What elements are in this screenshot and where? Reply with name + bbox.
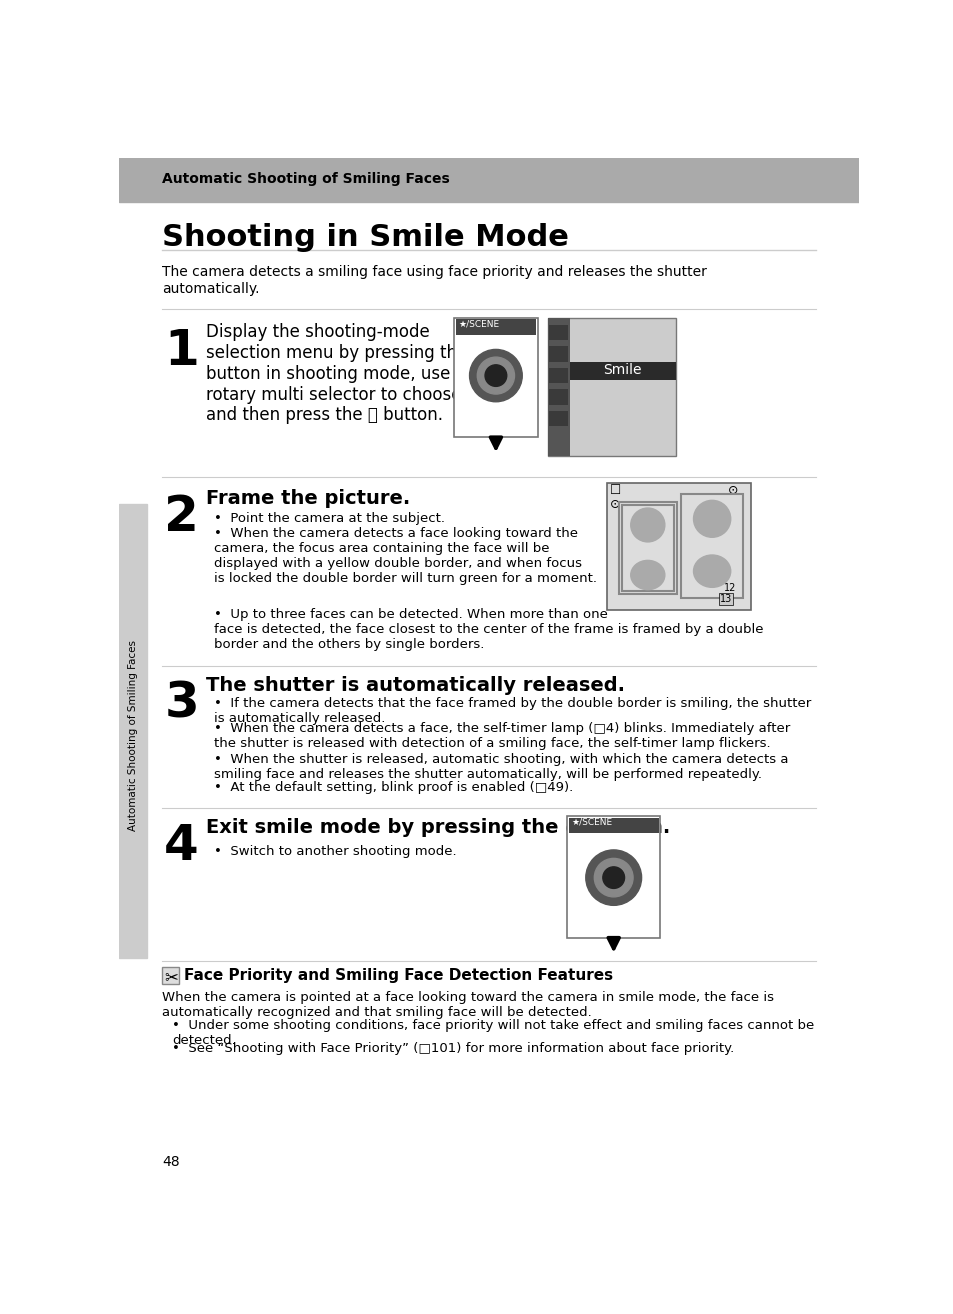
Text: 12: 12 bbox=[723, 582, 736, 593]
Circle shape bbox=[693, 501, 730, 537]
Text: ★/SCENE: ★/SCENE bbox=[571, 817, 612, 827]
Circle shape bbox=[476, 357, 514, 394]
Text: 4: 4 bbox=[164, 823, 199, 870]
Text: Smile: Smile bbox=[602, 363, 641, 377]
Bar bbox=[454, 318, 537, 438]
Text: •  At the default setting, blink proof is enabled (□49).: • At the default setting, blink proof is… bbox=[213, 782, 573, 795]
Bar bbox=[547, 318, 569, 456]
Bar bbox=[618, 502, 677, 594]
Text: •  Point the camera at the subject.: • Point the camera at the subject. bbox=[213, 512, 444, 524]
Bar bbox=[456, 319, 536, 335]
Text: •  Under some shooting conditions, face priority will not take effect and smilin: • Under some shooting conditions, face p… bbox=[172, 1018, 813, 1046]
Text: 3: 3 bbox=[164, 679, 199, 728]
Bar bbox=[680, 494, 742, 598]
Text: Display the shooting-mode
selection menu by pressing the ●
button in shooting mo: Display the shooting-mode selection menu… bbox=[206, 323, 487, 424]
Text: Shooting in Smile Mode: Shooting in Smile Mode bbox=[162, 223, 568, 252]
Bar bbox=[162, 967, 179, 984]
Text: Automatic Shooting of Smiling Faces: Automatic Shooting of Smiling Faces bbox=[162, 172, 449, 187]
Text: When the camera is pointed at a face looking toward the camera in smile mode, th: When the camera is pointed at a face loo… bbox=[162, 991, 773, 1018]
Text: Frame the picture.: Frame the picture. bbox=[206, 489, 410, 507]
Text: •  See “Shooting with Face Priority” (□101) for more information about face prio: • See “Shooting with Face Priority” (□10… bbox=[172, 1042, 734, 1055]
Text: Exit smile mode by pressing the ● button.: Exit smile mode by pressing the ● button… bbox=[206, 819, 670, 837]
Circle shape bbox=[469, 350, 521, 402]
Bar bbox=[607, 482, 750, 610]
Text: •  When the camera detects a face, the self-timer lamp (□4) blinks. Immediately : • When the camera detects a face, the se… bbox=[213, 723, 789, 750]
Text: ⊙: ⊙ bbox=[609, 498, 619, 511]
Bar bbox=[549, 325, 567, 340]
Text: The camera detects a smiling face using face priority and releases the shutter
a: The camera detects a smiling face using … bbox=[162, 265, 706, 296]
Text: Face Priority and Smiling Face Detection Features: Face Priority and Smiling Face Detection… bbox=[183, 968, 612, 983]
Bar bbox=[621, 505, 674, 591]
Text: •  When the shutter is released, automatic shooting, with which the camera detec: • When the shutter is released, automati… bbox=[213, 753, 787, 781]
Text: 48: 48 bbox=[162, 1155, 179, 1169]
Text: •  Up to three faces can be detected. When more than one
face is detected, the f: • Up to three faces can be detected. Whe… bbox=[213, 608, 762, 652]
Bar bbox=[549, 411, 567, 427]
Bar bbox=[568, 817, 658, 833]
Circle shape bbox=[594, 858, 633, 897]
Text: 13: 13 bbox=[720, 594, 731, 604]
Text: ★/SCENE: ★/SCENE bbox=[457, 319, 498, 328]
Text: ⊙: ⊙ bbox=[727, 484, 738, 497]
Bar bbox=[119, 505, 147, 958]
Circle shape bbox=[585, 850, 641, 905]
Ellipse shape bbox=[630, 560, 664, 590]
Text: 2: 2 bbox=[164, 493, 199, 540]
Bar bbox=[567, 816, 659, 938]
Bar bbox=[119, 158, 858, 202]
Text: Automatic Shooting of Smiling Faces: Automatic Shooting of Smiling Faces bbox=[128, 640, 138, 830]
Text: 1: 1 bbox=[164, 327, 199, 374]
Text: •  When the camera detects a face looking toward the
camera, the focus area cont: • When the camera detects a face looking… bbox=[213, 527, 597, 585]
Text: •  Switch to another shooting mode.: • Switch to another shooting mode. bbox=[213, 845, 456, 858]
Text: The shutter is automatically released.: The shutter is automatically released. bbox=[206, 675, 624, 695]
Text: ✂: ✂ bbox=[164, 968, 178, 987]
Circle shape bbox=[630, 509, 664, 541]
Circle shape bbox=[484, 365, 506, 386]
Text: •  If the camera detects that the face framed by the double border is smiling, t: • If the camera detects that the face fr… bbox=[213, 696, 810, 725]
Bar bbox=[549, 368, 567, 384]
Bar bbox=[549, 389, 567, 405]
Text: ☐: ☐ bbox=[609, 484, 620, 497]
Bar bbox=[547, 318, 675, 456]
Bar bbox=[549, 347, 567, 361]
Bar bbox=[569, 361, 675, 380]
Circle shape bbox=[602, 867, 624, 888]
Ellipse shape bbox=[693, 555, 730, 587]
